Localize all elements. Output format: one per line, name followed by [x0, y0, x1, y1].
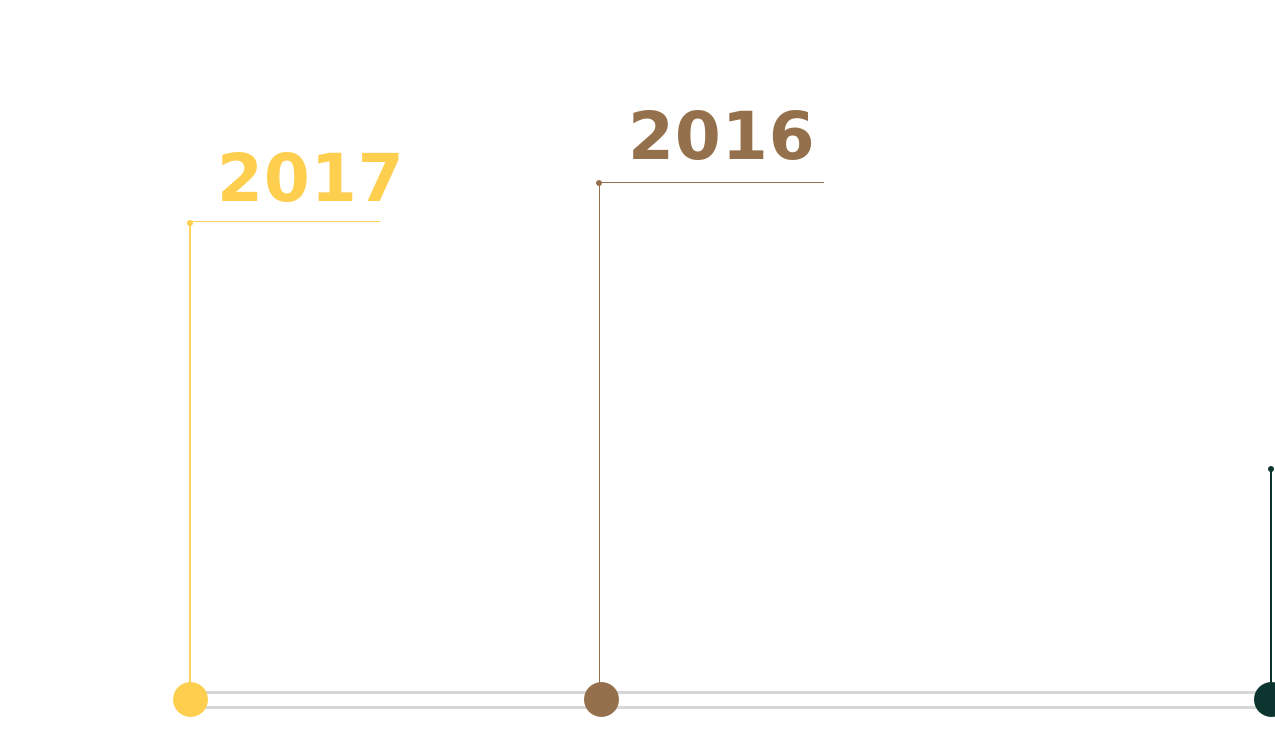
- timeline-anchor-dot: [187, 220, 193, 226]
- timeline-anchor-dot: [1268, 466, 1274, 472]
- timeline-anchor-dot: [596, 180, 602, 186]
- timeline-node[interactable]: [173, 682, 208, 717]
- timeline-rail: [190, 691, 1275, 709]
- timeline-stem: [599, 182, 600, 684]
- timeline-stem: [189, 222, 191, 684]
- timeline-connector: [599, 182, 824, 183]
- timeline-stem: [1270, 468, 1272, 684]
- timeline-year: 2016: [628, 98, 816, 175]
- timeline-year: 2017: [217, 140, 405, 217]
- timeline-track: [190, 689, 1275, 709]
- timeline-node[interactable]: [584, 682, 619, 717]
- timeline-connector: [190, 221, 380, 222]
- timeline-node[interactable]: [1254, 682, 1275, 717]
